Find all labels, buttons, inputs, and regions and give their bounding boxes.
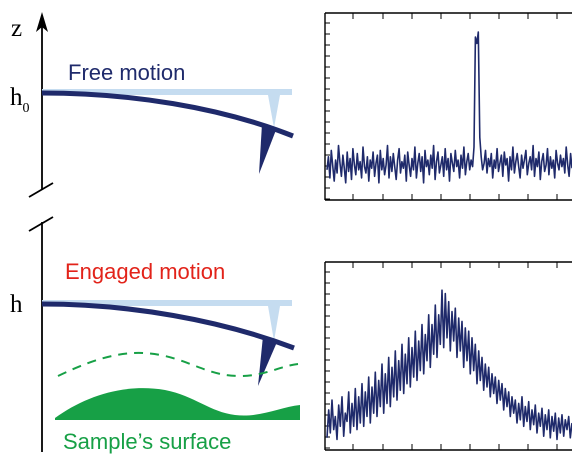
z-axis-label: z <box>11 15 22 42</box>
free-spectrum-trace <box>326 31 572 184</box>
engaged-height-label: h <box>10 291 23 318</box>
engaged-motion-title: Engaged motion <box>65 259 225 284</box>
free-cantilever-tip <box>259 124 276 174</box>
free-cantilever <box>41 90 294 139</box>
z-axis-arrowhead <box>36 12 48 32</box>
free-tip-rest-position <box>268 95 280 128</box>
sample-surface-label: Sample’s surface <box>63 429 231 454</box>
axis-break-mark-bottom <box>28 216 54 232</box>
z-axis: z <box>11 12 54 452</box>
free-motion-section: Free motion h0 <box>10 60 294 174</box>
engaged-cantilever <box>41 301 295 351</box>
engaged-spectrum-trace <box>326 289 572 441</box>
free-cantilever-rest-position <box>42 89 292 95</box>
engaged-cantilever-rest-position <box>42 300 292 306</box>
free-spectrum-ticks <box>325 13 558 200</box>
free-motion-title: Free motion <box>68 60 185 85</box>
free-spectrum-frame <box>324 12 572 201</box>
engaged-tip-rest-position <box>268 306 280 341</box>
sample-surface <box>55 388 300 420</box>
free-height-label: h0 <box>10 84 30 116</box>
axis-break-mark-top <box>28 182 54 198</box>
tip-trajectory-dashed <box>57 351 299 378</box>
engaged-spectrum-ticks <box>325 262 558 450</box>
engaged-spectrum-frame <box>324 261 572 451</box>
engaged-motion-section: Engaged motion h Sample’s surface <box>10 259 300 454</box>
engaged-cantilever-tip <box>258 336 277 386</box>
